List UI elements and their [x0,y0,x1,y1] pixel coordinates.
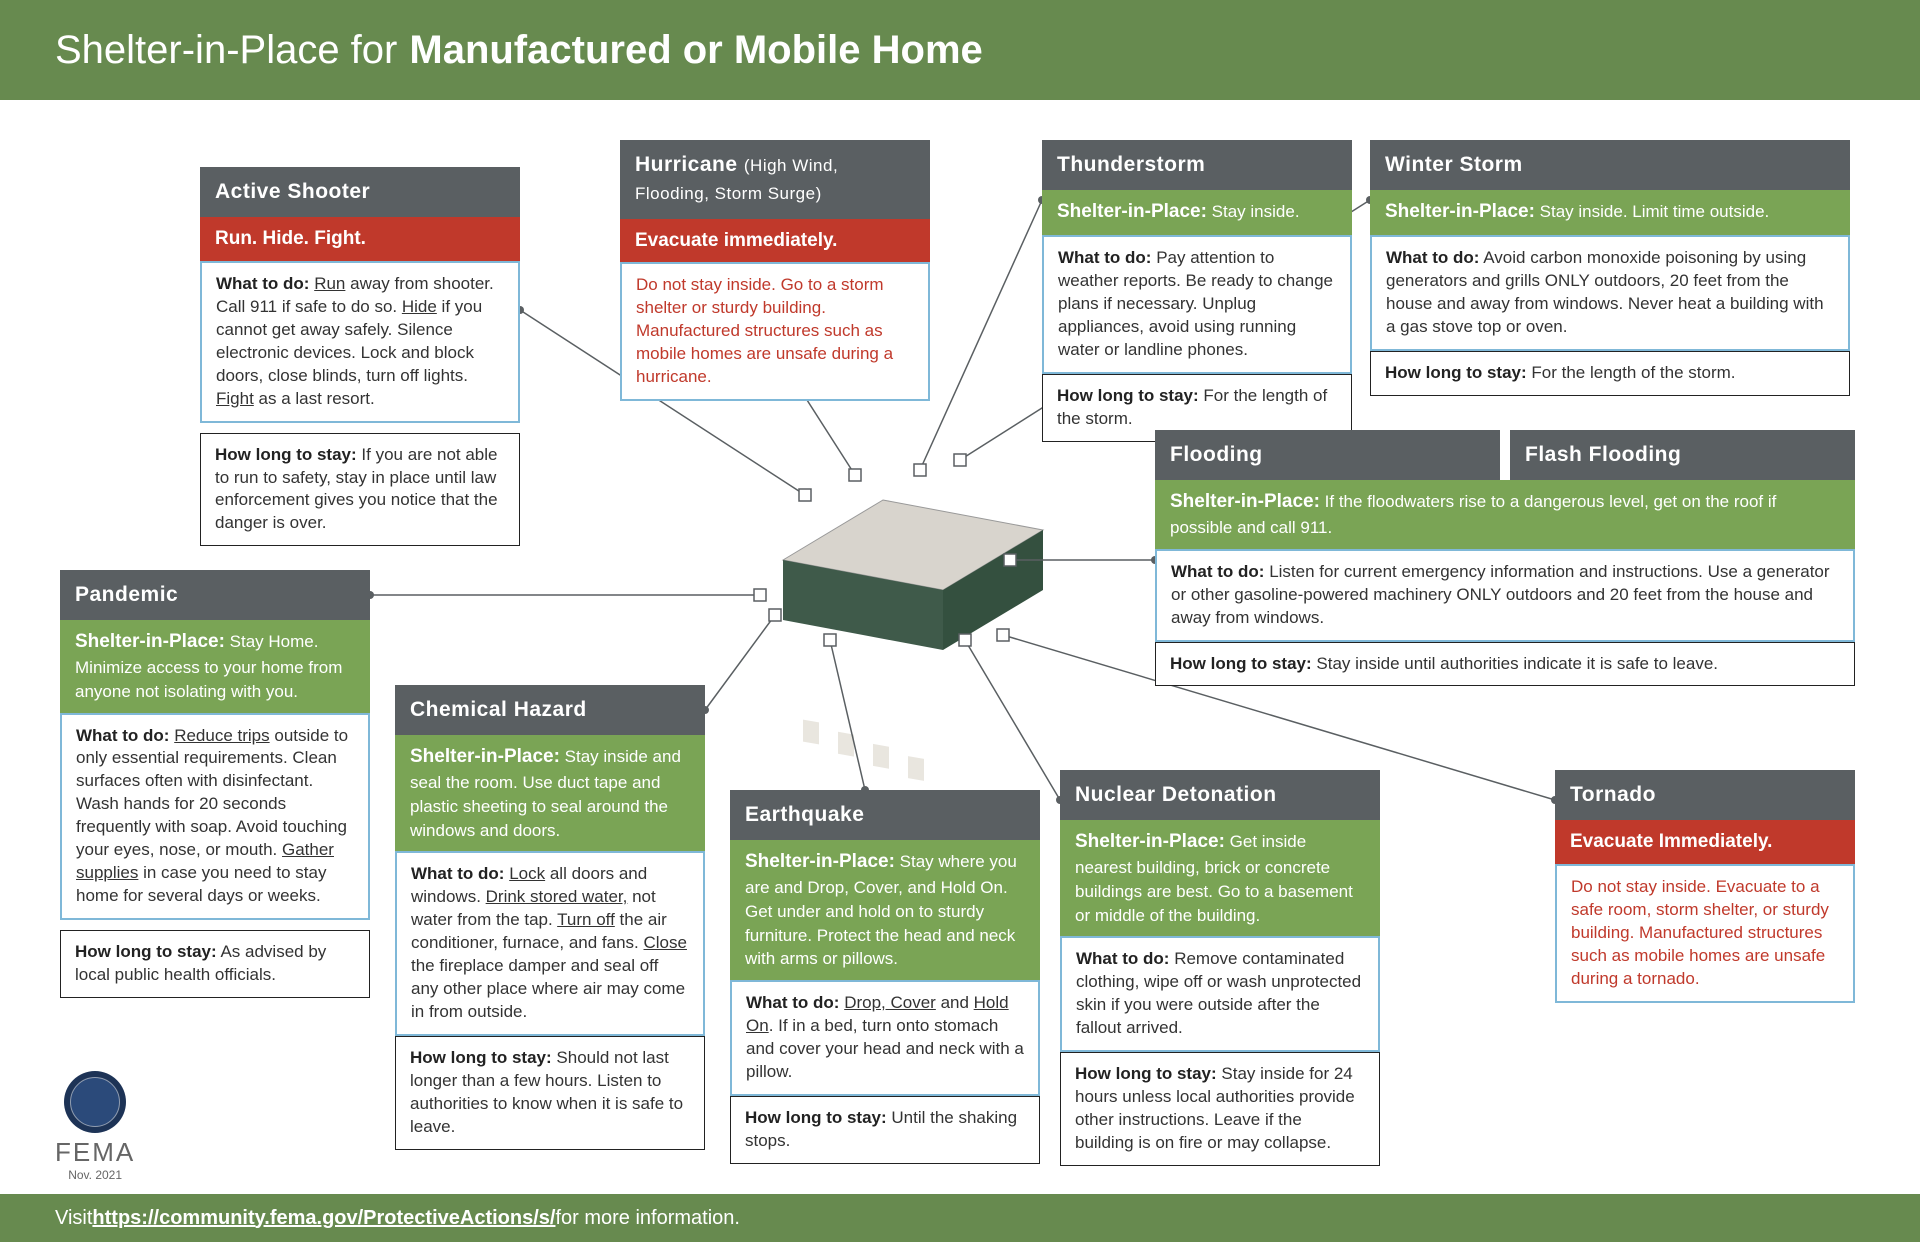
what-to-do: What to do: Pay attention to weather rep… [1042,235,1352,374]
card-hurricane: Hurricane (High Wind, Flooding, Storm Su… [620,140,930,401]
card-chemical-hazard: Chemical Hazard Shelter-in-Place: Stay i… [395,685,705,1150]
alert: Evacuate immediately. [620,219,930,263]
what-to-do: What to do: Drop, Cover and Hold On. If … [730,980,1040,1096]
title: Winter Storm [1370,140,1850,190]
sip: Shelter-in-Place: Stay inside and seal t… [395,735,705,851]
what-to-do: What to do: Remove contaminated clothing… [1060,936,1380,1052]
how-long: How long to stay: Stay inside until auth… [1155,642,1855,687]
alert: Run. Hide. Fight. [200,217,520,261]
card-earthquake: Earthquake Shelter-in-Place: Stay where … [730,790,1040,1164]
header-bold: Manufactured or Mobile Home [409,28,982,73]
card-active-shooter: Active Shooter Run. Hide. Fight. What to… [200,167,520,546]
evac-body: Do not stay inside. Go to a storm shelte… [620,262,930,401]
sip: Shelter-in-Place: Stay where you are and… [730,840,1040,980]
title: Thunderstorm [1042,140,1352,190]
sip: Shelter-in-Place: Get inside nearest bui… [1060,820,1380,936]
how-long: How long to stay: Stay inside for 24 hou… [1060,1052,1380,1166]
how-long: How long to stay: If you are not able to… [200,433,520,547]
header-band: Shelter-in-Place for Manufactured or Mob… [0,0,1920,100]
what-to-do: What to do: Avoid carbon monoxide poison… [1370,235,1850,351]
title: Active Shooter [200,167,520,217]
alert: Evacuate Immediately. [1555,820,1855,864]
sip: Shelter-in-Place: Stay inside. Limit tim… [1370,190,1850,235]
sip: Shelter-in-Place: If the floodwaters ris… [1155,480,1855,548]
header-light: Shelter-in-Place for [55,28,397,73]
how-long: How long to stay: Until the shaking stop… [730,1096,1040,1164]
card-pandemic: Pandemic Shelter-in-Place: Stay Home. Mi… [60,570,370,998]
what-to-do: What to do: Lock all doors and windows. … [395,851,705,1036]
footer-suffix: for more information. [555,1207,740,1230]
title: Pandemic [60,570,370,620]
title-flash-flooding: Flash Flooding [1510,430,1855,480]
fema-date: Nov. 2021 [55,1168,135,1182]
title: Tornado [1555,770,1855,820]
title: Earthquake [730,790,1040,840]
card-winter-storm: Winter Storm Shelter-in-Place: Stay insi… [1370,140,1850,396]
how-long: How long to stay: For the length of the … [1370,351,1850,396]
title: Hurricane (High Wind, Flooding, Storm Su… [620,140,930,219]
footer-band: Visit https://community.fema.gov/Protect… [0,1194,1920,1242]
title: Chemical Hazard [395,685,705,735]
card-thunderstorm: Thunderstorm Shelter-in-Place: Stay insi… [1042,140,1352,442]
dhs-seal-icon [64,1071,126,1133]
how-long: How long to stay: As advised by local pu… [60,930,370,998]
fema-mark: FEMA Nov. 2021 [55,1071,135,1182]
title-flooding: Flooding [1155,430,1500,480]
card-nuclear-detonation: Nuclear Detonation Shelter-in-Place: Get… [1060,770,1380,1166]
footer-prefix: Visit [55,1207,92,1230]
what-to-do: What to do: Listen for current emergency… [1155,549,1855,642]
sip: Shelter-in-Place: Stay Home. Minimize ac… [60,620,370,712]
sip: Shelter-in-Place: Stay inside. [1042,190,1352,235]
what-to-do: What to do: Reduce trips outside to only… [60,713,370,921]
how-long: How long to stay: Should not last longer… [395,1036,705,1150]
evac-body: Do not stay inside. Evacuate to a safe r… [1555,864,1855,1003]
card-tornado: Tornado Evacuate Immediately. Do not sta… [1555,770,1855,1003]
card-flooding: Flooding Flash Flooding Shelter-in-Place… [1155,430,1855,686]
what-to-do: What to do: Run away from shooter. Call … [200,261,520,423]
footer-link[interactable]: https://community.fema.gov/ProtectiveAct… [92,1207,555,1230]
fema-label: FEMA [55,1137,135,1168]
title: Nuclear Detonation [1060,770,1380,820]
